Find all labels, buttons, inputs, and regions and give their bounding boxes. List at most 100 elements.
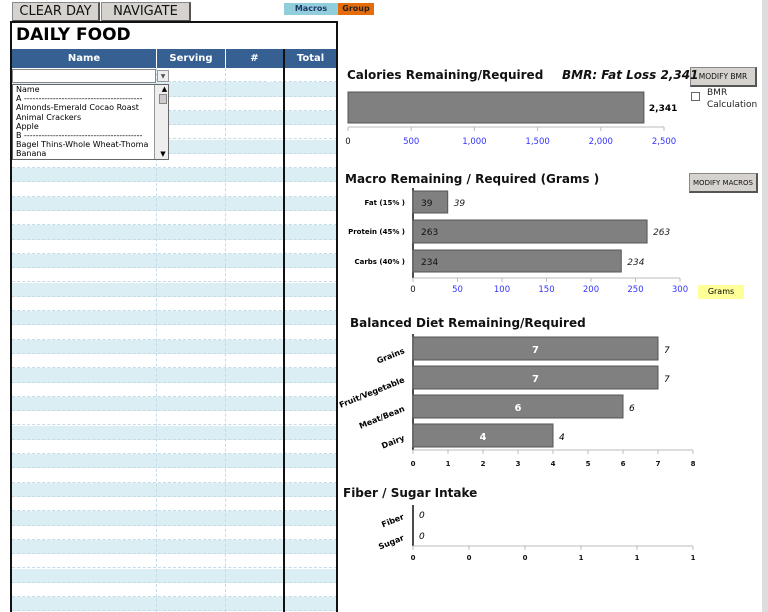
navigate-button[interactable]: NAVIGATE bbox=[101, 2, 191, 22]
diet-bar bbox=[412, 394, 624, 419]
x-tick-label: 4 bbox=[551, 460, 556, 468]
balanced-chart-title: Balanced Diet Remaining/Required bbox=[350, 316, 586, 330]
table-row[interactable] bbox=[12, 311, 337, 326]
table-row[interactable] bbox=[12, 125, 337, 140]
x-tick-label: 1 bbox=[691, 554, 696, 562]
dropdown-option[interactable]: B --------------------------------------… bbox=[16, 131, 143, 141]
fiber-category-label: Sugar bbox=[377, 533, 405, 551]
fiber-value-label: 0 bbox=[419, 532, 425, 542]
table-row[interactable] bbox=[12, 425, 337, 440]
diet-bar-value-label: 6 bbox=[629, 404, 635, 414]
x-tick-label: 1 bbox=[446, 460, 451, 468]
column-header-name: Name bbox=[12, 49, 156, 68]
table-row[interactable] bbox=[12, 468, 337, 483]
diet-bar bbox=[412, 423, 554, 448]
bmr-checkbox[interactable] bbox=[691, 92, 700, 101]
dropdown-option[interactable]: Bagel Thins-Whole Wheat-Thoma bbox=[16, 140, 149, 150]
diet-bar bbox=[412, 336, 659, 361]
table-row[interactable] bbox=[12, 253, 337, 269]
table-row[interactable] bbox=[12, 539, 337, 555]
table-row[interactable] bbox=[12, 339, 337, 354]
table-row[interactable] bbox=[12, 196, 337, 211]
table-row[interactable] bbox=[12, 583, 337, 598]
table-row[interactable] bbox=[12, 482, 337, 497]
table-row[interactable] bbox=[12, 225, 337, 240]
x-tick-label: 2,000 bbox=[589, 137, 613, 147]
x-tick-label: 300 bbox=[672, 285, 688, 295]
table-row[interactable] bbox=[12, 383, 337, 397]
food-grid bbox=[0, 68, 340, 612]
x-tick-label: 150 bbox=[538, 285, 554, 295]
diet-category-label: Fruit/Vegetable bbox=[338, 375, 406, 410]
diet-bar-value-label: 7 bbox=[664, 375, 670, 385]
calories-value-label: 2,341 bbox=[649, 104, 677, 114]
modify-bmr-button[interactable]: MODIFY BMR bbox=[690, 67, 757, 87]
x-tick-label: 250 bbox=[627, 285, 643, 295]
table-row[interactable] bbox=[12, 497, 337, 512]
dropdown-option[interactable]: Animal Crackers bbox=[16, 112, 82, 122]
diet-bar-value-label: 4 bbox=[559, 433, 565, 443]
table-row[interactable] bbox=[12, 411, 337, 426]
table-row[interactable] bbox=[12, 368, 337, 383]
diet-category-label: Grains bbox=[376, 346, 407, 365]
x-tick-label: 1 bbox=[579, 554, 584, 562]
x-tick-label: 7 bbox=[656, 460, 661, 468]
fiber-chart-title: Fiber / Sugar Intake bbox=[343, 486, 478, 500]
macro-bar-value-label: 234 bbox=[627, 258, 644, 268]
table-row[interactable] bbox=[12, 240, 337, 254]
x-tick-label: 0 bbox=[410, 285, 415, 295]
table-row[interactable] bbox=[12, 440, 337, 455]
table-row[interactable] bbox=[12, 297, 337, 312]
table-row[interactable] bbox=[12, 182, 337, 197]
dropdown-option[interactable]: Banana bbox=[16, 149, 47, 159]
table-row[interactable] bbox=[12, 168, 337, 183]
window-edge bbox=[762, 0, 768, 612]
food-dropdown-list[interactable]: Name A ---------------------------------… bbox=[12, 84, 169, 160]
x-tick-label: 1 bbox=[635, 554, 640, 562]
table-row[interactable] bbox=[12, 526, 337, 540]
scroll-down-icon[interactable]: ▼ bbox=[160, 150, 166, 158]
macro-bar bbox=[412, 249, 622, 273]
table-row[interactable] bbox=[12, 325, 337, 340]
table-row[interactable] bbox=[12, 568, 337, 583]
macros-tag: Macros bbox=[284, 3, 338, 15]
dropdown-option[interactable]: Name bbox=[16, 85, 40, 94]
table-row[interactable] bbox=[12, 211, 337, 226]
x-tick-label: 50 bbox=[452, 285, 463, 295]
x-tick-label: 1,000 bbox=[462, 137, 486, 147]
table-row[interactable] bbox=[12, 154, 337, 169]
table-row[interactable] bbox=[12, 554, 337, 569]
table-row[interactable] bbox=[12, 597, 337, 612]
macro-bar-inner-label: 263 bbox=[421, 228, 438, 238]
dropdown-scrollbar[interactable]: ▲ ▼ bbox=[154, 85, 168, 159]
column-header-serving-size: Serving Size bbox=[157, 49, 225, 83]
grams-tag: Grams bbox=[698, 285, 744, 299]
x-tick-label: 0 bbox=[345, 137, 350, 147]
name-input[interactable] bbox=[12, 69, 156, 83]
x-tick-label: 5 bbox=[586, 460, 591, 468]
dropdown-arrow-button[interactable]: ▼ bbox=[157, 70, 169, 82]
table-row[interactable] bbox=[12, 454, 337, 469]
dropdown-option[interactable]: Almonds-Emerald Cocao Roast bbox=[16, 103, 139, 113]
table-row[interactable] bbox=[12, 68, 337, 83]
modify-macros-button[interactable]: MODIFY MACROS bbox=[689, 173, 758, 193]
x-tick-label: 2 bbox=[481, 460, 486, 468]
macro-bar-inner-label: 39 bbox=[421, 199, 433, 209]
dropdown-option[interactable]: A --------------------------------------… bbox=[16, 94, 143, 104]
table-row[interactable] bbox=[12, 268, 337, 283]
table-row[interactable] bbox=[12, 396, 337, 412]
scroll-thumb[interactable] bbox=[159, 94, 167, 104]
x-tick-label: 0 bbox=[411, 460, 416, 468]
scroll-up-icon[interactable]: ▲ bbox=[161, 85, 168, 93]
table-row[interactable] bbox=[12, 282, 337, 297]
macro-category-label: Carbs (40% ) bbox=[354, 258, 405, 266]
bmr-checkbox-label: BMR Calculation bbox=[707, 88, 758, 110]
column-header-servings: # Servings bbox=[226, 49, 283, 83]
macro-bar-value-label: 263 bbox=[653, 228, 670, 238]
dropdown-option[interactable]: Apple bbox=[16, 121, 39, 131]
table-row[interactable] bbox=[12, 97, 337, 111]
table-row[interactable] bbox=[12, 354, 337, 369]
table-row[interactable] bbox=[12, 511, 337, 526]
column-divider bbox=[225, 68, 226, 612]
